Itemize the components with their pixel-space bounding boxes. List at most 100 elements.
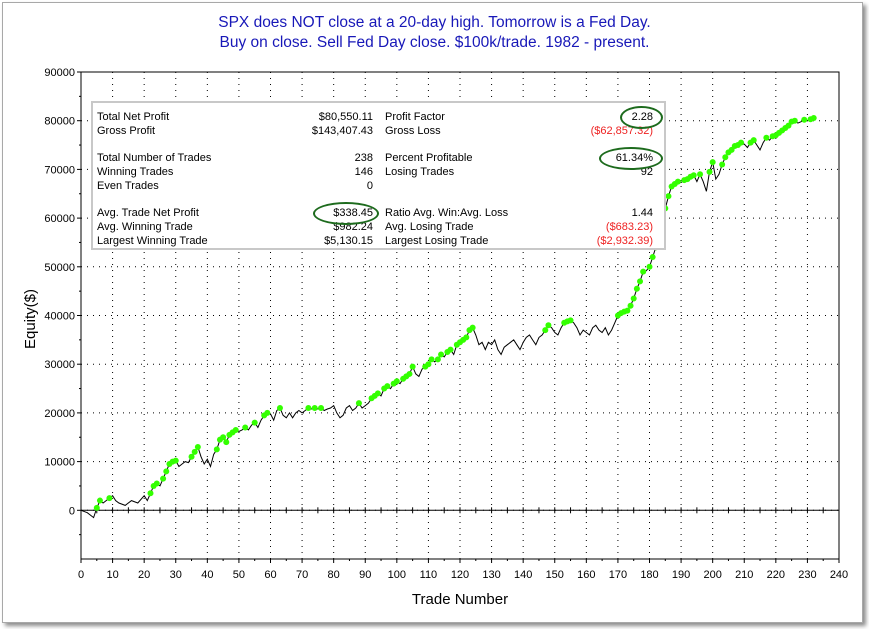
new-high-marker <box>355 400 362 407</box>
stat-label: Losing Trades <box>385 166 455 178</box>
new-high-marker <box>213 446 220 453</box>
new-high-marker <box>545 322 552 329</box>
x-axis-title: Trade Number <box>412 591 508 608</box>
x-tick-label: 30 <box>170 569 182 581</box>
stat-label: Even Trades <box>97 180 159 192</box>
x-tick-label: 180 <box>640 569 658 581</box>
new-high-marker <box>624 307 631 314</box>
new-high-marker <box>425 361 432 368</box>
new-high-marker <box>232 426 239 433</box>
stat-even-trades: Even Trades 0 <box>97 180 373 193</box>
new-high-marker <box>633 285 640 292</box>
new-high-marker <box>194 443 201 450</box>
new-high-marker <box>447 346 454 353</box>
stat-value: 2.28 <box>631 111 653 123</box>
stat-label: Ratio Avg. Win:Avg. Loss <box>385 207 509 219</box>
new-high-marker <box>627 302 634 309</box>
stat-label: Total Net Profit <box>97 111 170 123</box>
stat-label: Avg. Winning Trade <box>97 221 193 233</box>
y-tick-label: 30000 <box>44 359 75 371</box>
y-tick-label: 0 <box>69 505 75 517</box>
x-tick-label: 110 <box>420 569 438 581</box>
new-high-marker <box>434 356 441 363</box>
stat-total-net-profit: Total Net Profit $80,550.11 <box>97 111 373 124</box>
stat-gross-loss: Gross Loss ($62,857.32) <box>385 125 661 138</box>
new-high-marker <box>406 370 413 377</box>
x-tick-label: 20 <box>138 569 150 581</box>
new-high-marker <box>305 405 312 412</box>
new-high-marker <box>674 178 681 185</box>
new-high-marker <box>665 193 672 200</box>
x-tick-label: 160 <box>577 569 595 581</box>
stat-avg-trade-net-profit: Avg. Trade Net Profit $338.45 <box>97 207 373 220</box>
stat-label: Largest Winning Trade <box>97 235 208 247</box>
stat-label: Winning Trades <box>97 166 174 178</box>
stat-label: Gross Profit <box>97 125 156 137</box>
y-tick-label: 50000 <box>44 262 75 274</box>
x-tick-label: 240 <box>830 569 848 581</box>
x-tick-label: 150 <box>546 569 564 581</box>
new-high-marker <box>428 356 435 363</box>
stat-value: 1.44 <box>631 207 653 219</box>
new-high-marker <box>147 490 154 497</box>
new-high-marker <box>106 495 113 502</box>
new-high-marker <box>188 453 195 460</box>
x-tick-label: 190 <box>672 569 690 581</box>
new-high-marker <box>172 457 179 464</box>
x-tick-label: 100 <box>388 569 406 581</box>
y-tick-label: 90000 <box>44 67 75 79</box>
new-high-marker <box>640 268 647 275</box>
new-high-marker <box>153 480 160 487</box>
new-high-marker <box>191 448 198 455</box>
stat-largest-losing-trade: Largest Losing Trade ($2,932.39) <box>385 235 661 248</box>
y-tick-label: 60000 <box>44 213 75 225</box>
stat-value: $143,407.43 <box>311 125 373 137</box>
x-tick-label: 120 <box>451 569 469 581</box>
new-high-marker <box>763 134 770 141</box>
x-tick-label: 130 <box>482 569 500 581</box>
x-tick-label: 210 <box>735 569 753 581</box>
new-high-marker <box>630 295 637 302</box>
new-high-marker <box>706 168 713 175</box>
x-tick-label: 80 <box>328 569 340 581</box>
stat-total-trades: Total Number of Trades 238 <box>97 152 373 165</box>
new-high-marker <box>220 434 227 441</box>
new-high-marker <box>709 159 716 166</box>
y-tick-label: 10000 <box>44 457 75 469</box>
new-high-marker <box>311 405 318 412</box>
stat-value: $338.45 <box>333 207 373 219</box>
new-high-marker <box>318 405 325 412</box>
new-high-marker <box>649 254 656 261</box>
x-tick-label: 230 <box>798 569 816 581</box>
new-high-marker <box>163 468 170 475</box>
stat-label: Percent Profitable <box>385 152 473 164</box>
x-tick-label: 170 <box>609 569 627 581</box>
stat-value: 92 <box>640 166 653 178</box>
stat-winning-trades: Winning Trades 146 <box>97 166 373 179</box>
stat-value: 0 <box>366 180 373 192</box>
stat-avg-winning-trade: Avg. Winning Trade $982.24 <box>97 221 373 234</box>
y-tick-label: 70000 <box>44 164 75 176</box>
stat-gross-profit: Gross Profit $143,407.43 <box>97 125 373 138</box>
stat-value: ($683.23) <box>605 221 653 233</box>
new-high-marker <box>719 161 726 168</box>
x-tick-label: 200 <box>703 569 721 581</box>
new-high-marker <box>96 497 103 504</box>
stat-label: Largest Losing Trade <box>385 235 489 247</box>
new-high-marker <box>750 137 757 144</box>
stat-avg-losing-trade: Avg. Losing Trade ($683.23) <box>385 221 661 234</box>
x-tick-label: 60 <box>264 569 276 581</box>
new-high-marker <box>384 383 391 390</box>
new-high-marker <box>810 115 817 122</box>
new-high-marker <box>374 390 381 397</box>
new-high-marker <box>791 117 798 124</box>
x-tick-label: 90 <box>359 569 371 581</box>
new-high-marker <box>738 139 745 146</box>
stat-value: $5,130.15 <box>324 235 373 247</box>
new-high-marker <box>276 405 283 412</box>
new-high-marker <box>242 424 249 431</box>
new-high-marker <box>722 154 729 161</box>
stat-value: ($62,857.32) <box>590 125 653 137</box>
stat-label: Gross Loss <box>385 125 441 137</box>
new-high-marker <box>697 171 704 178</box>
